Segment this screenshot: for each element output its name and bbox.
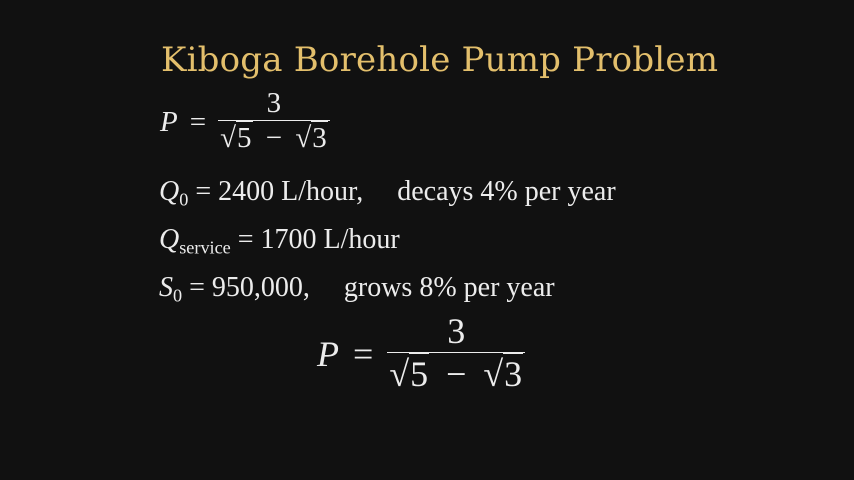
value: = 950,000, xyxy=(182,272,310,303)
subscript: service xyxy=(179,237,231,258)
sqrt-symbol: √ xyxy=(483,354,504,395)
equals-sign: = xyxy=(353,334,374,375)
sqrt-symbol: √ xyxy=(220,122,236,155)
minus-sign: − xyxy=(446,354,467,395)
fraction-bar xyxy=(218,119,330,122)
formula-lhs: P xyxy=(317,334,339,375)
variable: Q xyxy=(159,176,180,207)
formula-p-small: P = 3 √5 − √3 xyxy=(160,87,330,156)
note: decays 4% per year xyxy=(397,176,616,207)
fraction-bar xyxy=(387,351,526,354)
note: grows 8% per year xyxy=(343,272,555,303)
equals-sign: = xyxy=(189,105,207,138)
line-qservice: Qservice = 1700 L/hour xyxy=(159,224,400,258)
line-s0: S0 = 950,000, grows 8% per year xyxy=(159,272,555,306)
radicand: 3 xyxy=(311,121,328,155)
sqrt-symbol: √ xyxy=(389,354,410,395)
subscript: 0 xyxy=(173,285,183,306)
radicand: 5 xyxy=(236,121,253,155)
fraction: 3 √5 − √3 xyxy=(387,311,526,396)
formula-p-large: P = 3 √5 − √3 xyxy=(317,311,526,396)
line-q0: Q0 = 2400 L/hour, decays 4% per year xyxy=(159,176,616,210)
radicand: 3 xyxy=(503,353,524,395)
numerator: 3 xyxy=(447,311,466,351)
variable: S xyxy=(159,272,173,303)
numerator: 3 xyxy=(266,87,282,119)
formula-lhs: P xyxy=(160,105,178,138)
slide-title: Kiboga Borehole Pump Problem xyxy=(161,40,719,80)
subscript: 0 xyxy=(179,189,189,210)
value: = 2400 L/hour, xyxy=(188,176,364,207)
minus-sign: − xyxy=(265,122,283,155)
sqrt-symbol: √ xyxy=(295,122,312,155)
denominator: √5 − √3 xyxy=(218,121,330,156)
fraction: 3 √5 − √3 xyxy=(218,87,330,156)
value: = 1700 L/hour xyxy=(230,224,400,255)
radicand: 5 xyxy=(409,353,430,395)
variable: Q xyxy=(159,224,180,255)
denominator: √5 − √3 xyxy=(387,353,525,396)
